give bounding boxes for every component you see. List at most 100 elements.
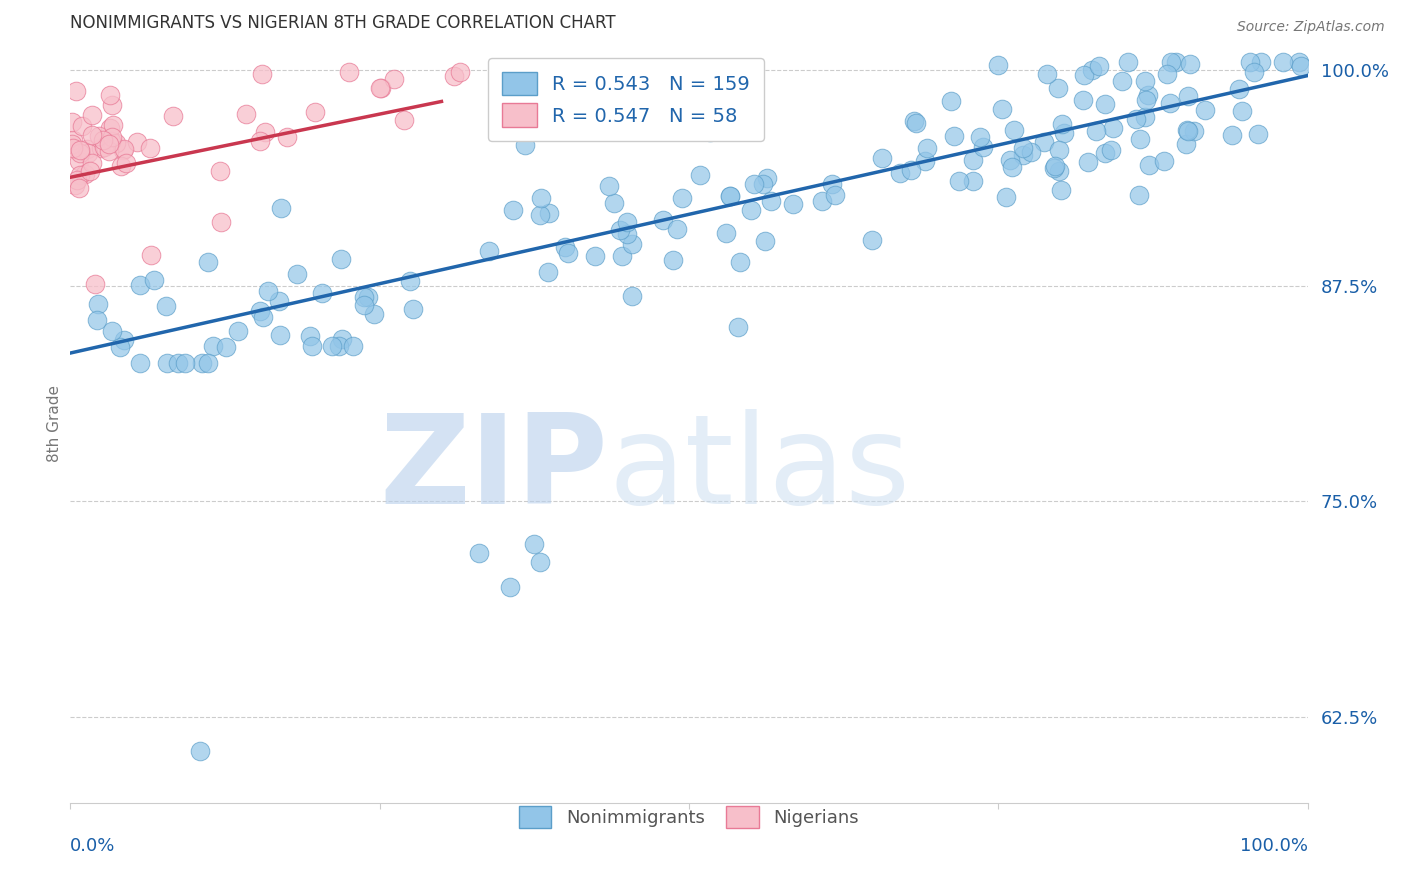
Point [353, 290, 375, 304]
Point [900, 162, 922, 177]
Point [523, 537, 546, 551]
Point [1094, 96, 1116, 111]
Point [73, 167, 96, 181]
Point [100, 130, 122, 145]
Point [285, 267, 308, 281]
Point [62, 141, 84, 155]
Point [1177, 124, 1199, 138]
Point [1182, 124, 1205, 138]
Point [125, 135, 148, 149]
Point [1159, 95, 1181, 110]
Point [269, 294, 291, 309]
Point [942, 128, 965, 143]
Point [98, 87, 121, 102]
Point [1291, 59, 1313, 73]
Point [103, 119, 125, 133]
Point [860, 233, 883, 247]
Point [1180, 56, 1202, 70]
Point [1175, 136, 1198, 151]
Point [1156, 68, 1178, 82]
Point [821, 177, 844, 191]
Point [337, 65, 360, 79]
Text: Source: ZipAtlas.com: Source: ZipAtlas.com [1237, 20, 1385, 34]
Point [60, 137, 83, 152]
Point [97, 144, 120, 158]
Point [226, 324, 249, 338]
Point [889, 166, 911, 180]
Point [718, 188, 741, 202]
Point [1153, 154, 1175, 169]
Point [65, 173, 87, 187]
Point [143, 273, 166, 287]
Point [86, 312, 108, 326]
Point [98, 137, 121, 152]
Point [93, 139, 115, 153]
Point [311, 286, 333, 301]
Point [1288, 54, 1310, 69]
Point [235, 107, 257, 121]
Point [368, 81, 391, 95]
Point [328, 339, 350, 353]
Point [1081, 62, 1104, 77]
Point [257, 284, 280, 298]
Point [620, 237, 643, 252]
Point [188, 744, 211, 758]
Point [329, 252, 352, 266]
Point [1033, 135, 1056, 149]
Point [449, 65, 471, 79]
Point [557, 246, 579, 260]
Point [1227, 81, 1250, 95]
Point [384, 72, 406, 87]
Point [811, 194, 834, 208]
Point [1222, 128, 1244, 143]
Point [1002, 122, 1025, 136]
Point [139, 248, 162, 262]
Point [651, 213, 673, 227]
Point [740, 202, 762, 217]
Point [1272, 54, 1295, 69]
Point [84, 277, 107, 292]
Point [101, 325, 124, 339]
Point [100, 134, 122, 148]
Point [276, 130, 298, 145]
Point [990, 102, 1012, 116]
Point [252, 310, 274, 324]
Point [197, 356, 219, 370]
Point [208, 164, 231, 178]
Point [332, 332, 354, 346]
Point [114, 333, 136, 347]
Point [353, 298, 375, 312]
Point [1001, 160, 1024, 174]
Point [128, 277, 150, 292]
Point [1250, 54, 1272, 69]
Point [1047, 143, 1070, 157]
Point [1047, 164, 1070, 178]
Point [537, 265, 560, 279]
Point [402, 301, 425, 316]
Point [63, 178, 86, 192]
Point [321, 339, 343, 353]
Point [610, 249, 633, 263]
Point [583, 249, 606, 263]
Point [824, 187, 846, 202]
Point [128, 356, 150, 370]
Point [65, 84, 87, 98]
Point [1073, 68, 1095, 82]
Point [598, 179, 620, 194]
Point [1177, 88, 1199, 103]
Point [903, 113, 925, 128]
Point [202, 339, 225, 353]
Point [101, 97, 124, 112]
Point [105, 136, 128, 150]
Point [1135, 93, 1157, 107]
Point [609, 223, 631, 237]
Point [1232, 104, 1254, 119]
Point [301, 339, 323, 353]
Point [616, 215, 638, 229]
Point [1094, 145, 1116, 160]
Point [742, 178, 765, 192]
Point [1019, 145, 1042, 160]
Point [79, 164, 101, 178]
Point [72, 119, 94, 133]
Point [249, 134, 271, 148]
